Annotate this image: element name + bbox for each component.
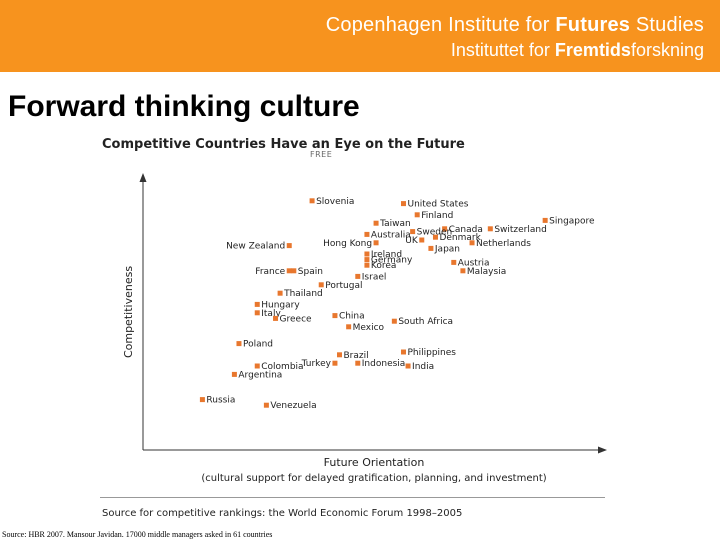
- data-label-canada: Canada: [449, 225, 483, 235]
- data-label-new-zealand: New Zealand: [226, 242, 285, 252]
- x-axis-sublabel: (cultural support for delayed gratificat…: [201, 473, 546, 484]
- data-point-singapore: [542, 217, 548, 223]
- x-axis-arrow: [598, 446, 607, 454]
- data-label-australia: Australia: [371, 230, 411, 240]
- data-point-sweden: [410, 229, 416, 235]
- data-point-australia: [364, 231, 370, 237]
- data-point-india: [405, 363, 411, 369]
- data-point-spain: [291, 268, 297, 274]
- data-label-taiwan: Taiwan: [379, 219, 411, 229]
- data-point-slovenia: [309, 198, 315, 204]
- data-label-spain: Spain: [298, 267, 323, 277]
- data-point-taiwan: [373, 220, 379, 226]
- data-label-uk: UK: [405, 236, 419, 246]
- data-label-singapore: Singapore: [549, 216, 595, 226]
- header-banner: Copenhagen Institute for Futures Studies…: [0, 0, 720, 72]
- data-point-united-states: [400, 201, 406, 207]
- data-point-turkey: [332, 360, 338, 366]
- data-label-portugal: Portugal: [325, 281, 362, 291]
- data-point-argentina: [231, 371, 237, 377]
- data-label-argentina: Argentina: [238, 370, 282, 380]
- chart-axes: [139, 173, 607, 454]
- data-label-sweden: Sweden: [417, 228, 453, 238]
- data-label-japan: Japan: [434, 244, 460, 254]
- data-point-philippines: [400, 349, 406, 355]
- data-label-brazil: Brazil: [344, 351, 369, 361]
- data-point-italy: [254, 310, 260, 316]
- data-label-korea: Korea: [371, 261, 397, 271]
- institute-name-danish: Instituttet for Fremtidsforskning: [450, 40, 704, 60]
- data-label-slovenia: Slovenia: [316, 197, 354, 207]
- data-label-israel: Israel: [362, 272, 387, 282]
- data-point-switzerland: [487, 226, 493, 232]
- slide-title: Forward thinking culture: [8, 90, 360, 123]
- data-point-israel: [355, 273, 361, 279]
- data-point-poland: [236, 341, 242, 347]
- data-point-uk: [419, 237, 425, 243]
- data-point-malaysia: [460, 268, 466, 274]
- data-point-hungary: [254, 301, 260, 307]
- data-label-indonesia: Indonesia: [362, 359, 406, 369]
- data-label-turkey: Turkey: [301, 359, 332, 369]
- data-point-hong-kong: [373, 240, 379, 246]
- source-divider: [100, 497, 605, 498]
- data-point-ireland: [364, 251, 370, 257]
- data-label-mexico: Mexico: [353, 323, 385, 333]
- data-point-colombia: [254, 363, 260, 369]
- data-point-germany: [364, 257, 370, 263]
- data-label-malaysia: Malaysia: [467, 267, 506, 277]
- data-point-mexico: [346, 324, 352, 330]
- data-label-netherlands: Netherlands: [476, 239, 531, 249]
- data-point-russia: [199, 397, 205, 403]
- data-point-portugal: [318, 282, 324, 288]
- y-axis-arrow: [139, 173, 147, 182]
- data-point-korea: [364, 262, 370, 268]
- data-point-new-zealand: [286, 243, 292, 249]
- x-axis-label: Future Orientation: [324, 456, 425, 469]
- data-label-germany: Germany: [371, 256, 413, 266]
- data-label-france: France: [255, 267, 285, 277]
- data-label-russia: Russia: [206, 396, 235, 406]
- data-point-netherlands: [469, 240, 475, 246]
- data-point-venezuela: [263, 402, 269, 408]
- data-label-hungary: Hungary: [261, 300, 300, 310]
- y-axis-label: Competitiveness: [122, 266, 135, 358]
- data-label-colombia: Colombia: [261, 362, 303, 372]
- data-point-south-africa: [391, 318, 397, 324]
- chart-source: Source for competitive rankings: the Wor…: [102, 508, 463, 519]
- data-point-austria: [451, 259, 457, 265]
- data-point-brazil: [337, 352, 343, 358]
- data-point-finland: [414, 212, 420, 218]
- data-label-italy: Italy: [261, 309, 281, 319]
- data-point-canada: [442, 226, 448, 232]
- data-label-hong-kong: Hong Kong: [323, 239, 372, 249]
- data-point-japan: [428, 245, 434, 251]
- data-label-philippines: Philippines: [407, 348, 456, 358]
- institute-name-english: Copenhagen Institute for Futures Studies: [325, 14, 704, 36]
- chart-annotation-free: FREE: [310, 150, 333, 159]
- data-label-india: India: [412, 362, 434, 372]
- footer-source: Source: HBR 2007. Mansour Javidan. 17000…: [2, 530, 273, 539]
- data-label-switzerland: Switzerland: [494, 225, 547, 235]
- data-label-china: China: [339, 312, 365, 322]
- data-label-south-africa: South Africa: [398, 317, 453, 327]
- data-label-greece: Greece: [280, 314, 312, 324]
- data-label-poland: Poland: [243, 340, 273, 350]
- data-label-austria: Austria: [458, 258, 490, 268]
- chart-title: Competitive Countries Have an Eye on the…: [102, 137, 465, 152]
- data-point-greece: [273, 315, 279, 321]
- data-label-thailand: Thailand: [283, 289, 323, 299]
- data-point-thailand: [277, 290, 283, 296]
- data-label-denmark: Denmark: [439, 233, 481, 243]
- data-label-venezuela: Venezuela: [270, 401, 316, 411]
- data-point-denmark: [432, 234, 438, 240]
- data-label-finland: Finland: [421, 211, 453, 221]
- data-point-china: [332, 313, 338, 319]
- data-point-france: [286, 268, 292, 274]
- data-label-united-states: United States: [407, 200, 468, 210]
- data-point-indonesia: [355, 360, 361, 366]
- data-label-ireland: Ireland: [371, 250, 402, 260]
